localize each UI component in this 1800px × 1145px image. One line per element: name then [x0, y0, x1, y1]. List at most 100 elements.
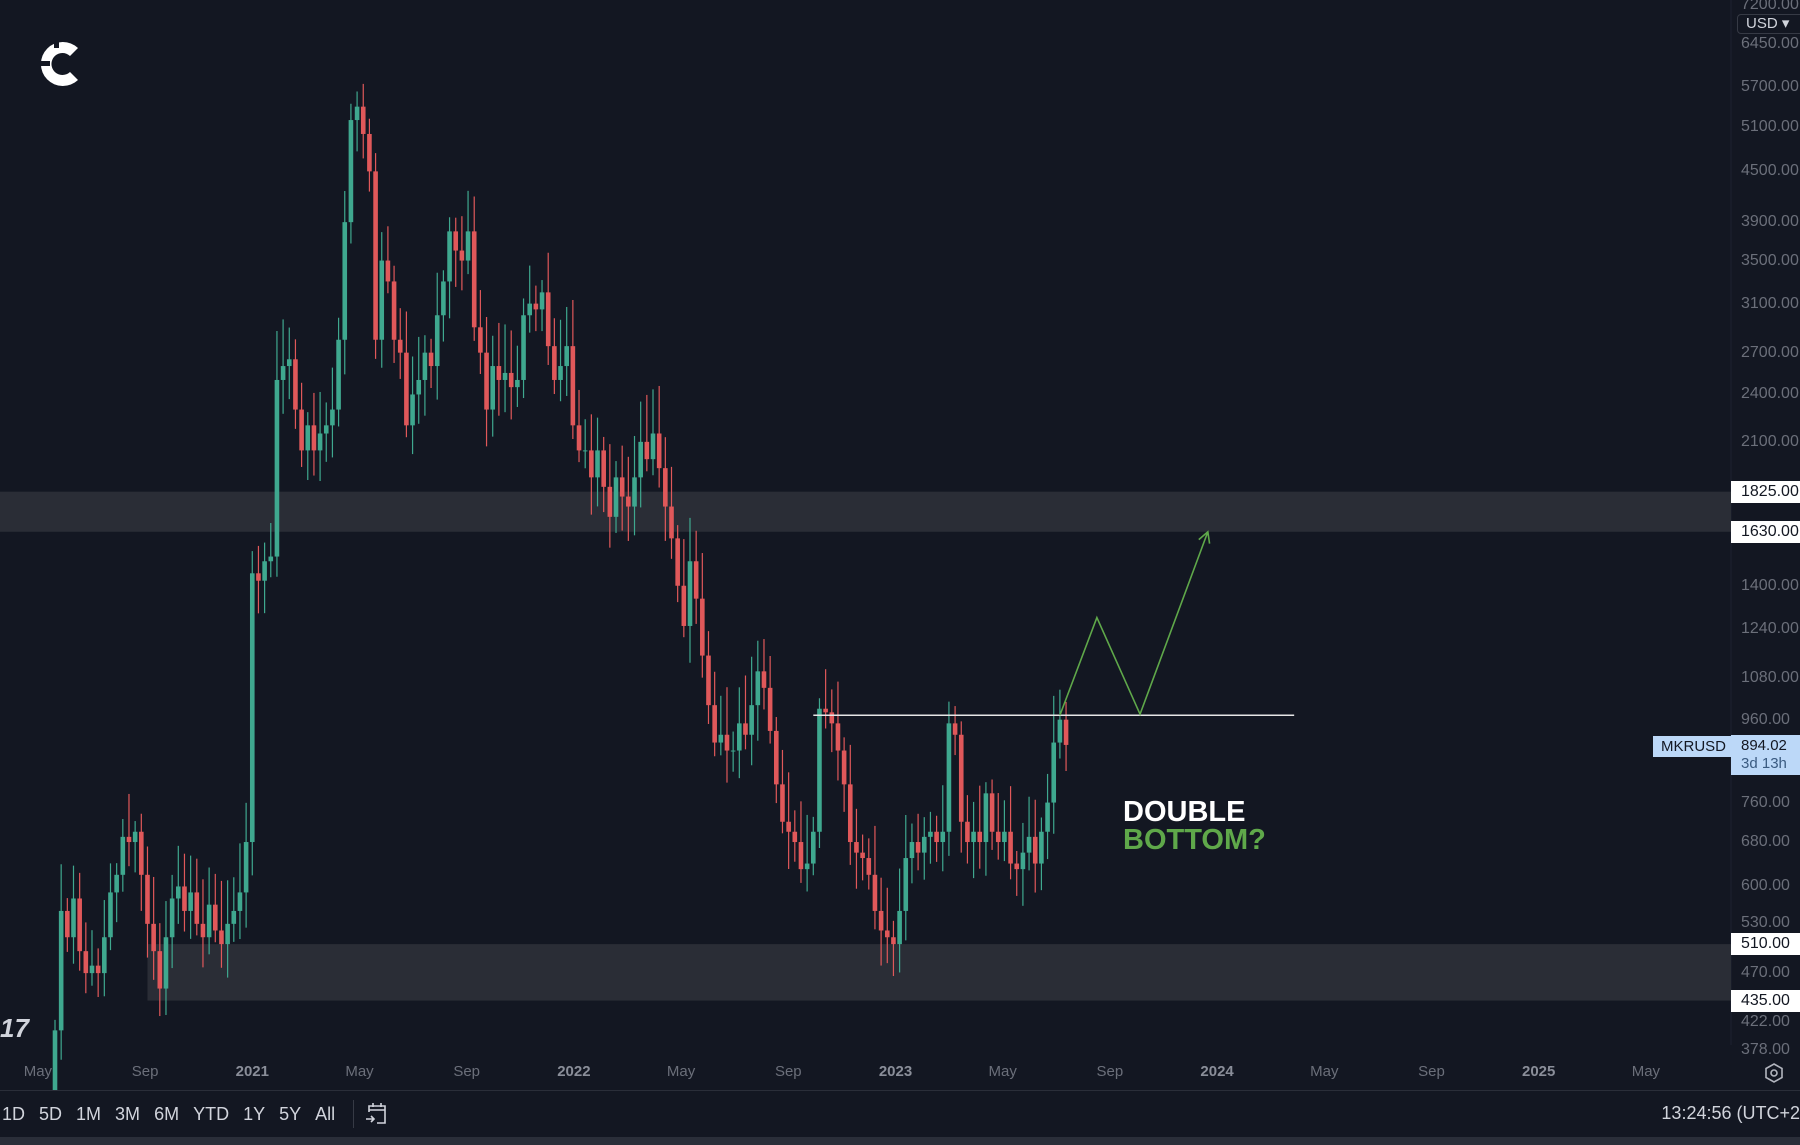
candle-down	[545, 292, 551, 347]
candle-up	[422, 352, 428, 380]
candle-down	[1063, 719, 1069, 745]
candle-up	[810, 831, 816, 864]
candle-down	[706, 655, 711, 706]
candle-up	[909, 842, 915, 859]
candle-up	[441, 281, 446, 316]
support-resistance-zone	[0, 491, 1731, 532]
candle-up	[650, 433, 656, 460]
candle-down	[989, 793, 995, 832]
chevron-down-icon: ▾	[1781, 15, 1790, 32]
candle-down	[712, 705, 717, 743]
bottom-toolbar: 1D 5D 1M 3M 6M YTD 1Y 5Y All 13:24:56 (U…	[0, 1091, 1800, 1137]
level-price-label: 435.00	[1731, 989, 1800, 1012]
candle-up	[416, 379, 422, 395]
price-chart[interactable]	[0, 0, 1800, 1090]
candle-down	[200, 923, 206, 938]
candle-down	[533, 303, 539, 310]
candle-down	[428, 352, 434, 367]
candle-down	[761, 671, 767, 688]
candle-up	[108, 892, 113, 938]
range-3m[interactable]: 3M	[115, 1103, 141, 1124]
candle-down	[835, 723, 841, 751]
candle-down	[724, 734, 730, 751]
candle-down	[299, 409, 304, 451]
candle-up	[237, 892, 243, 911]
candle-up	[490, 366, 496, 410]
candle-down	[589, 450, 594, 478]
candle-down	[157, 951, 163, 989]
candle-up	[730, 750, 736, 752]
candle-down	[496, 366, 502, 380]
candle-up	[921, 836, 927, 853]
candle-down	[965, 821, 970, 843]
candle-up	[114, 874, 119, 893]
candle-down	[792, 831, 798, 843]
time-tick: Sep	[1418, 1063, 1445, 1080]
candle-down	[644, 441, 650, 460]
currency-dropdown[interactable]: USD ▾	[1737, 14, 1800, 34]
candle-up	[558, 366, 563, 380]
candle-up	[1057, 719, 1063, 743]
candle-down	[601, 450, 606, 487]
price-tick: 6450.00	[1741, 34, 1799, 52]
price-tick: 680.00	[1741, 833, 1790, 851]
candle-down	[675, 538, 680, 586]
candle-up	[983, 793, 989, 843]
candle-up	[102, 937, 107, 974]
last-price: 894.02	[1741, 737, 1787, 754]
price-tick: 3900.00	[1741, 213, 1799, 231]
candle-down	[397, 339, 403, 353]
time-tick: May	[666, 1063, 696, 1080]
candle-down	[798, 842, 804, 870]
range-6m[interactable]: 6M	[154, 1103, 180, 1124]
candle-down	[854, 842, 859, 853]
candle-down	[656, 433, 662, 469]
candle-up	[527, 303, 533, 316]
range-1y[interactable]: 1Y	[243, 1103, 266, 1124]
candle-down	[459, 250, 465, 261]
price-tick: 4500.00	[1741, 162, 1799, 180]
range-5y[interactable]: 5Y	[279, 1103, 302, 1124]
range-all[interactable]: All	[315, 1103, 336, 1124]
time-tick: May	[1310, 1063, 1339, 1080]
divider	[353, 1100, 355, 1128]
candle-down	[934, 831, 939, 843]
price-tick: 422.00	[1741, 1012, 1790, 1030]
go-to-date-icon[interactable]	[364, 1101, 390, 1127]
candle-down	[700, 598, 705, 656]
candle-down	[139, 831, 144, 875]
clock-timezone[interactable]: 13:24:56 (UTC+2	[1661, 1103, 1800, 1123]
candle-down	[767, 687, 773, 731]
range-ytd[interactable]: YTD	[193, 1103, 230, 1124]
candle-down	[311, 425, 317, 451]
candle-down	[219, 930, 224, 945]
candle-down	[829, 712, 835, 724]
price-tick: 530.00	[1741, 914, 1790, 932]
range-5d[interactable]: 5D	[39, 1103, 63, 1124]
candle-down	[847, 784, 853, 843]
price-tick: 470.00	[1741, 964, 1790, 982]
range-1d[interactable]: 1D	[2, 1103, 26, 1124]
range-1m[interactable]: 1M	[76, 1103, 102, 1124]
candle-down	[484, 352, 489, 410]
candle-up	[410, 394, 415, 426]
price-tick: 960.00	[1741, 710, 1790, 728]
candle-up	[595, 450, 600, 478]
candle-up	[249, 573, 255, 843]
candle-up	[286, 359, 292, 367]
candle-up	[379, 260, 385, 340]
candle-up	[274, 379, 280, 557]
candle-down	[367, 133, 372, 172]
candle-up	[539, 292, 545, 310]
price-tick: 1240.00	[1741, 619, 1799, 637]
candle-down	[878, 910, 884, 931]
settings-icon[interactable]	[1764, 1063, 1784, 1083]
candle-up	[225, 923, 230, 945]
time-tick: 2022	[557, 1063, 591, 1080]
bar-countdown: 3d 13h	[1741, 755, 1787, 772]
candle-up	[262, 561, 267, 581]
candle-down	[293, 359, 298, 410]
time-tick: May	[988, 1063, 1017, 1080]
candle-down	[841, 750, 847, 785]
time-tick: Sep	[131, 1063, 159, 1080]
